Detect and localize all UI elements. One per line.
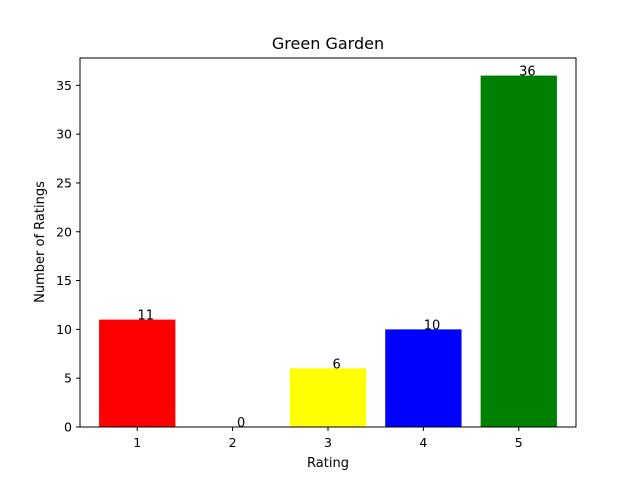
x-tick-label-2: 2	[229, 435, 237, 450]
data-label-rating-4: 10	[424, 318, 441, 333]
y-tick-label-5: 5	[64, 371, 72, 386]
data-label-rating-3: 6	[332, 357, 340, 372]
x-tick-label-1: 1	[133, 435, 141, 450]
bars	[99, 75, 557, 428]
x-axis-label: Rating	[307, 456, 349, 471]
y-axis-label: Number of Ratings	[33, 181, 48, 303]
bar-rating-4	[385, 329, 462, 427]
plot-frame	[79, 57, 577, 428]
bar-rating-1	[99, 319, 176, 427]
x-tick-label-4: 4	[419, 435, 427, 450]
y-tick-label-25: 25	[56, 175, 72, 190]
bar-rating-3	[289, 368, 367, 427]
x-tick-label-5: 5	[515, 435, 523, 450]
y-tick-label-0: 0	[64, 420, 72, 435]
y-tick-label-30: 30	[56, 127, 72, 142]
data-label-rating-1: 11	[138, 309, 155, 324]
y-tick-label-15: 15	[56, 273, 72, 288]
y-tick-label-20: 20	[56, 224, 72, 239]
bar-rating-5	[480, 75, 557, 428]
y-tick-label-35: 35	[56, 78, 72, 93]
data-label-rating-5: 36	[519, 65, 536, 80]
data-label-rating-2: 0	[237, 416, 245, 431]
x-tick-label-3: 3	[324, 435, 332, 450]
y-tick-label-10: 10	[56, 322, 72, 337]
chart-title: Green Garden	[272, 34, 384, 53]
y-axis-ticks: 0 5 10 15 20 25 30 35	[56, 78, 80, 435]
data-labels: 11 0 6 10 36	[138, 65, 536, 431]
x-axis-ticks: 1 2 3 4 5	[133, 427, 523, 450]
